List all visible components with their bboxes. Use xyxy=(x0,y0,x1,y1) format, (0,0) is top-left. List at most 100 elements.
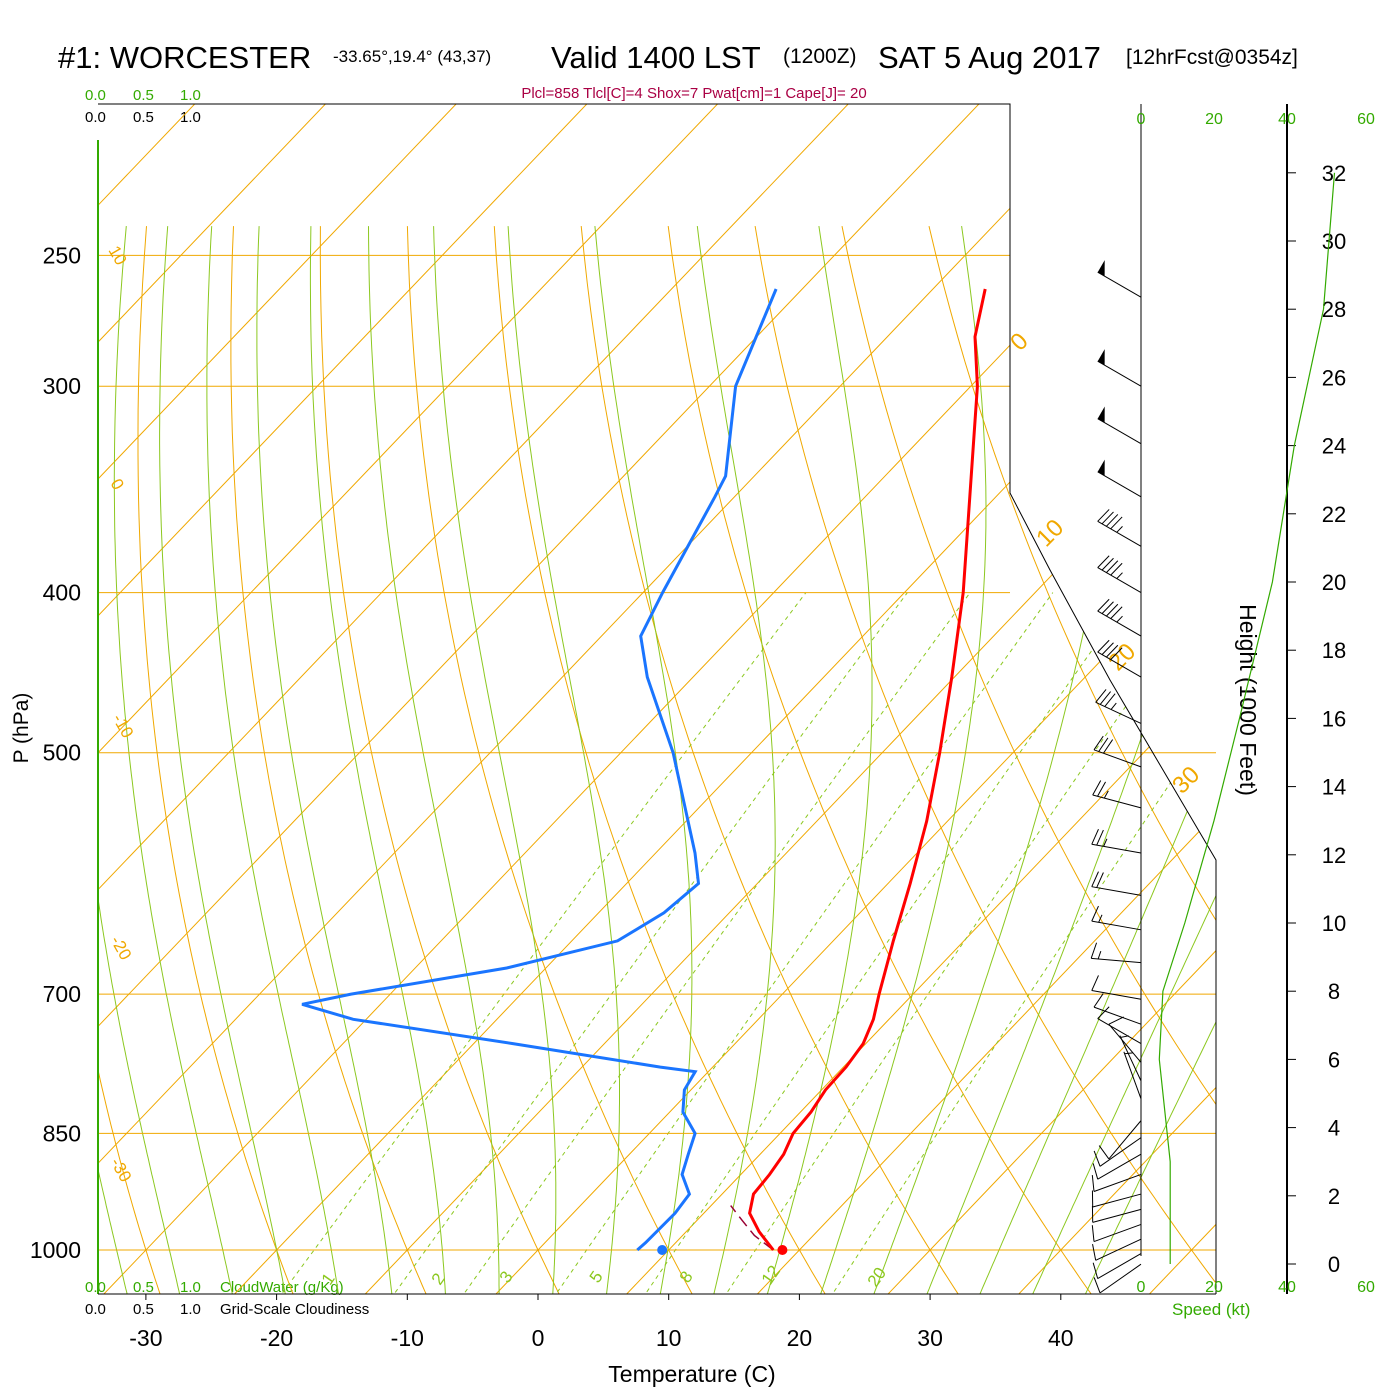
mixing-ratio-line xyxy=(376,592,908,1294)
x-tick-label: -20 xyxy=(260,1325,293,1351)
speed-label: Speed (kt) xyxy=(1172,1300,1250,1319)
wind-barb-flag xyxy=(1102,739,1114,754)
wind-barb-flag xyxy=(1092,1163,1099,1180)
wind-barb-flag xyxy=(1105,603,1119,617)
wind-barb-flag xyxy=(1093,735,1104,751)
indices-line: Plcl=858 Tlcl[C]=4 Shox=7 Pwat[cm]=1 Cap… xyxy=(521,85,866,102)
isotherm-line xyxy=(98,104,988,1294)
wind-barb-flag xyxy=(1110,516,1123,530)
wind-barb-staff xyxy=(1097,1153,1142,1180)
title-zulu: (1200Z) xyxy=(783,45,857,68)
wind-barb-staff xyxy=(1093,1006,1142,1025)
cloudiness-top-0: 0.0 xyxy=(85,109,106,126)
height-tick-label: 10 xyxy=(1322,911,1346,936)
wind-barb-flag xyxy=(1091,829,1099,845)
height-tick-label: 0 xyxy=(1328,1252,1340,1277)
wind-barb xyxy=(1093,993,1142,1025)
wind-barb-staff xyxy=(1095,1238,1142,1261)
chart-title: #1: WORCESTER -33.65°,19.4° (43,37) Vali… xyxy=(58,40,1298,75)
isotherm-label: -20 xyxy=(107,933,136,964)
wind-barb xyxy=(1097,598,1142,637)
speed-tick-label: 0 xyxy=(1137,1279,1146,1296)
mixing-ratio-label: 8 xyxy=(676,1268,697,1287)
wind-barb-staff xyxy=(1097,610,1142,637)
wind-barb-staff xyxy=(1092,1208,1142,1223)
isotherm-label: -30 xyxy=(107,1155,136,1186)
title-date: SAT 5 Aug 2017 xyxy=(878,40,1101,75)
height-tick-label: 16 xyxy=(1322,706,1346,731)
moist-adiabat xyxy=(507,226,620,1294)
dry-adiabat xyxy=(406,226,707,1294)
dry-adiabat xyxy=(230,226,438,1294)
dry-adiabat xyxy=(580,226,975,1294)
wind-barb-half-flag xyxy=(1103,838,1108,847)
wind-barb-staff xyxy=(1092,1193,1142,1208)
wind-barb xyxy=(1093,1137,1142,1167)
moist-adiabat xyxy=(98,226,134,1294)
cloudwater-top-2: 1.0 xyxy=(180,87,201,104)
wind-barb xyxy=(1097,555,1142,594)
wind-barb xyxy=(1091,829,1142,854)
wind-barb-staff xyxy=(1097,271,1142,298)
wind-barb-pennant xyxy=(1097,349,1105,366)
wind-barb-flag xyxy=(1096,829,1104,846)
plot-boundary xyxy=(98,103,1217,1294)
wind-barb xyxy=(1091,1173,1142,1192)
isotherm-line xyxy=(472,104,1216,1294)
wind-barb-half-flag xyxy=(1103,790,1109,799)
wind-barb-flag xyxy=(1097,1006,1110,1019)
height-tick-label: 4 xyxy=(1328,1116,1340,1141)
wind-barb-staff xyxy=(1119,1035,1142,1082)
isotherm-line xyxy=(98,104,857,1294)
surface-dewpoint-marker xyxy=(657,1245,668,1255)
wind-barb xyxy=(1119,1035,1142,1082)
wind-barb-staff xyxy=(1099,1263,1142,1294)
pressure-label: 850 xyxy=(43,1120,81,1146)
surface-temperature-marker xyxy=(777,1245,788,1255)
dewpoint-profile xyxy=(301,288,778,1252)
wind-barb xyxy=(1095,689,1142,724)
wind-barb-staff xyxy=(1091,920,1142,931)
mixing-ratio-line xyxy=(263,592,807,1294)
x-axis-label: Temperature (C) xyxy=(608,1361,775,1387)
wind-barb-half-flag xyxy=(1097,950,1102,960)
wind-barb-staff xyxy=(1093,1223,1142,1243)
wind-barb xyxy=(1097,406,1142,445)
moist-adiabat xyxy=(256,226,395,1294)
isotherm-line xyxy=(98,104,727,1294)
wind-barb-flag xyxy=(1101,557,1114,571)
speed-scale-bottom: 0 20 40 60 xyxy=(1137,1279,1375,1296)
wind-barb-staff xyxy=(1091,957,1142,964)
wind-barb-half-flag xyxy=(1120,1035,1129,1038)
moist-adiabat xyxy=(1073,225,1216,1294)
isotherm-line xyxy=(98,104,465,1294)
x-tick-label: -30 xyxy=(129,1325,162,1351)
wind-barb-staff xyxy=(1093,1173,1142,1192)
cloudiness-top-2: 1.0 xyxy=(180,109,201,126)
wind-barb xyxy=(1091,1223,1142,1243)
wind-barb-staff xyxy=(1097,418,1142,445)
wind-barb-flag xyxy=(1105,644,1119,658)
dry-adiabat xyxy=(754,226,1216,1294)
moist-adiabat xyxy=(98,226,186,1294)
wind-barbs xyxy=(1090,260,1142,1294)
height-tick-label: 2 xyxy=(1328,1184,1340,1209)
moist-adiabat xyxy=(1021,225,1216,1294)
wind-barb-staff xyxy=(1093,749,1142,768)
wind-barb-staff xyxy=(1108,1120,1142,1160)
dry-adiabat xyxy=(0,226,34,1318)
wind-barb-flag xyxy=(1110,562,1123,576)
wind-barb-flag xyxy=(1091,975,1099,991)
cloud-scale-bottom: 0.0 0.5 1.0 CloudWater (g/Kg) 0.0 0.5 1.… xyxy=(85,1279,369,1318)
pressure-label: 700 xyxy=(43,981,81,1007)
moist-adiabat xyxy=(159,226,291,1294)
wind-barb-staff xyxy=(1108,1023,1142,1063)
title-coords: -33.65°,19.4° (43,37) xyxy=(333,47,491,66)
wind-barb xyxy=(1123,1051,1142,1099)
wind-barb-flag xyxy=(1092,1262,1099,1279)
wind-barb-staff xyxy=(1097,1018,1142,1045)
isotherm-line xyxy=(98,104,596,1294)
wind-barb-flag xyxy=(1105,560,1119,573)
wind-barb-half-flag xyxy=(1116,572,1123,579)
